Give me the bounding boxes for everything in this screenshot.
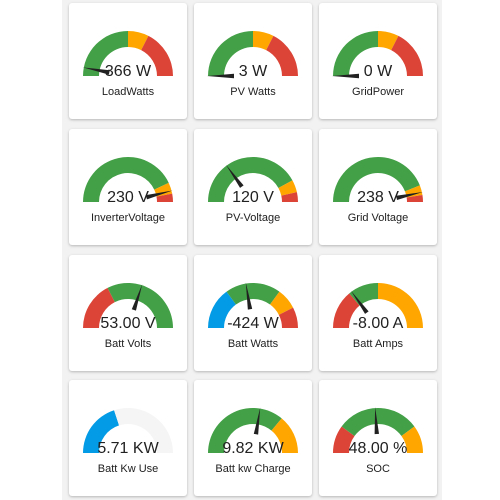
gauge-segment-green	[349, 283, 378, 306]
gauge-dial	[333, 407, 423, 453]
gauge-dial	[208, 407, 298, 453]
gauge-value: -8.00 A	[352, 315, 404, 332]
gauge-segment-green	[208, 31, 253, 76]
gauge-segment-red	[278, 307, 298, 328]
gauge-dial	[332, 30, 423, 79]
gauge-segment-yellow	[270, 291, 294, 315]
gauge-value: 366 W	[104, 63, 152, 80]
gauge-card-batt-kw-use[interactable]: 5.71 KW Batt Kw Use	[69, 380, 187, 496]
gauge-label: Grid Voltage	[347, 212, 409, 224]
gauge-card-grid-voltage[interactable]: 238 V Grid Voltage	[319, 129, 437, 245]
gauge-segment-yellow	[271, 418, 298, 453]
gauge-value: 5.71 KW	[97, 440, 159, 457]
gauge-segment-blue	[208, 291, 236, 328]
gauge-value: 238 V	[357, 189, 399, 206]
gauge-segment-green	[333, 31, 378, 76]
gauge-segment-green	[226, 282, 280, 305]
gauge-card-invertervoltage[interactable]: 230 V InverterVoltage	[69, 129, 187, 245]
gauge-segment-yellow	[128, 30, 149, 51]
gauge-card-batt-watts[interactable]: -424 W Batt Watts	[194, 255, 312, 371]
gauge-dial	[208, 157, 298, 202]
gauge-segment-green	[83, 156, 169, 202]
gauge-dial	[207, 30, 298, 79]
gauge-value: 9.82 KW	[222, 440, 284, 457]
gauge-card-batt-amps[interactable]: -8.00 A Batt Amps	[319, 255, 437, 371]
gauge-value: 3 W	[238, 63, 268, 80]
gauge-dial	[83, 407, 173, 453]
gauge-card-batt-kw-charge[interactable]: 9.82 KW Batt kw Charge	[194, 380, 312, 496]
gauge-value: 0 W	[363, 63, 393, 80]
gauge-segment-green	[83, 31, 128, 76]
gauge-segment-green	[208, 157, 293, 202]
gauge-card-pv-voltage[interactable]: 120 V PV-Voltage	[194, 129, 312, 245]
gauge-segment-yellow	[278, 180, 297, 196]
gauge-card-pv-watts[interactable]: 3 W PV Watts	[194, 3, 312, 119]
gauge-needle	[82, 67, 110, 75]
gauge-dial	[82, 30, 173, 76]
gauge-needle	[245, 282, 253, 310]
gauge-segment-green	[107, 282, 173, 328]
gauge-card-soc[interactable]: 48.00 % SOC	[319, 380, 437, 496]
gauge-needle	[396, 191, 423, 200]
gauge-card-batt-volts[interactable]: 53.00 V Batt Volts	[69, 255, 187, 371]
gauge-label: SOC	[366, 463, 390, 475]
gauge-needle	[374, 407, 379, 435]
gauge-value: 230 V	[107, 189, 149, 206]
gauge-label: Batt Volts	[104, 338, 152, 350]
gauge-segment-red	[156, 193, 173, 202]
gauge-segment-red	[391, 35, 423, 76]
gauge-label: PV-Voltage	[225, 212, 281, 224]
gauge-needle	[225, 164, 244, 188]
gauge-label: Batt kw Charge	[215, 463, 291, 475]
gauge-segment-red	[333, 426, 355, 453]
gauge-segment-red	[281, 192, 298, 202]
gauge-dial	[83, 282, 173, 328]
gauge-value: 53.00 V	[100, 315, 156, 332]
gauge-segment-yellow	[378, 283, 423, 328]
gauge-segment-blue	[83, 410, 120, 453]
gauge-value: 48.00 %	[348, 440, 408, 457]
gauge-segment-green	[208, 408, 282, 453]
gauge-dial	[333, 283, 423, 328]
gauge-segment-green	[333, 156, 420, 202]
gauge-dial	[208, 282, 298, 328]
gauge-segment-red	[406, 194, 423, 202]
gauge-segment-yellow	[253, 30, 274, 51]
gauge-segment-yellow	[378, 30, 399, 51]
gauge-segment-red	[141, 35, 173, 76]
gauge-label: GridPower	[352, 86, 404, 98]
gauge-needle	[253, 407, 261, 435]
gauge-label: InverterVoltage	[91, 212, 165, 224]
gauge-segment-empty	[114, 407, 173, 453]
gauge-needle	[207, 73, 234, 79]
gauge-dial	[83, 156, 173, 202]
gauge-label: LoadWatts	[101, 86, 155, 98]
gauge-needle	[350, 290, 369, 314]
gauge-segment-red	[83, 287, 115, 328]
gauge-needle	[131, 284, 143, 311]
gauge-needle	[145, 190, 173, 200]
gauge-label: PV Watts	[230, 86, 276, 98]
gauge-dial	[333, 156, 423, 202]
gauge-label: Batt Kw Use	[97, 463, 159, 475]
gauge-segment-yellow	[401, 426, 423, 453]
gauge-segment-red	[266, 35, 298, 76]
gauge-value: 120 V	[232, 189, 274, 206]
gauge-segment-green	[341, 407, 415, 436]
gauge-card-gridpower[interactable]: 0 W GridPower	[319, 3, 437, 119]
gauge-needle	[332, 73, 359, 79]
gauge-label: Batt Watts	[227, 338, 279, 350]
gauge-value: -424 W	[227, 315, 279, 332]
gauge-segment-red	[333, 293, 360, 328]
gauge-label: Batt Amps	[352, 338, 404, 350]
gauge-card-loadwatts[interactable]: 366 W LoadWatts	[69, 3, 187, 119]
